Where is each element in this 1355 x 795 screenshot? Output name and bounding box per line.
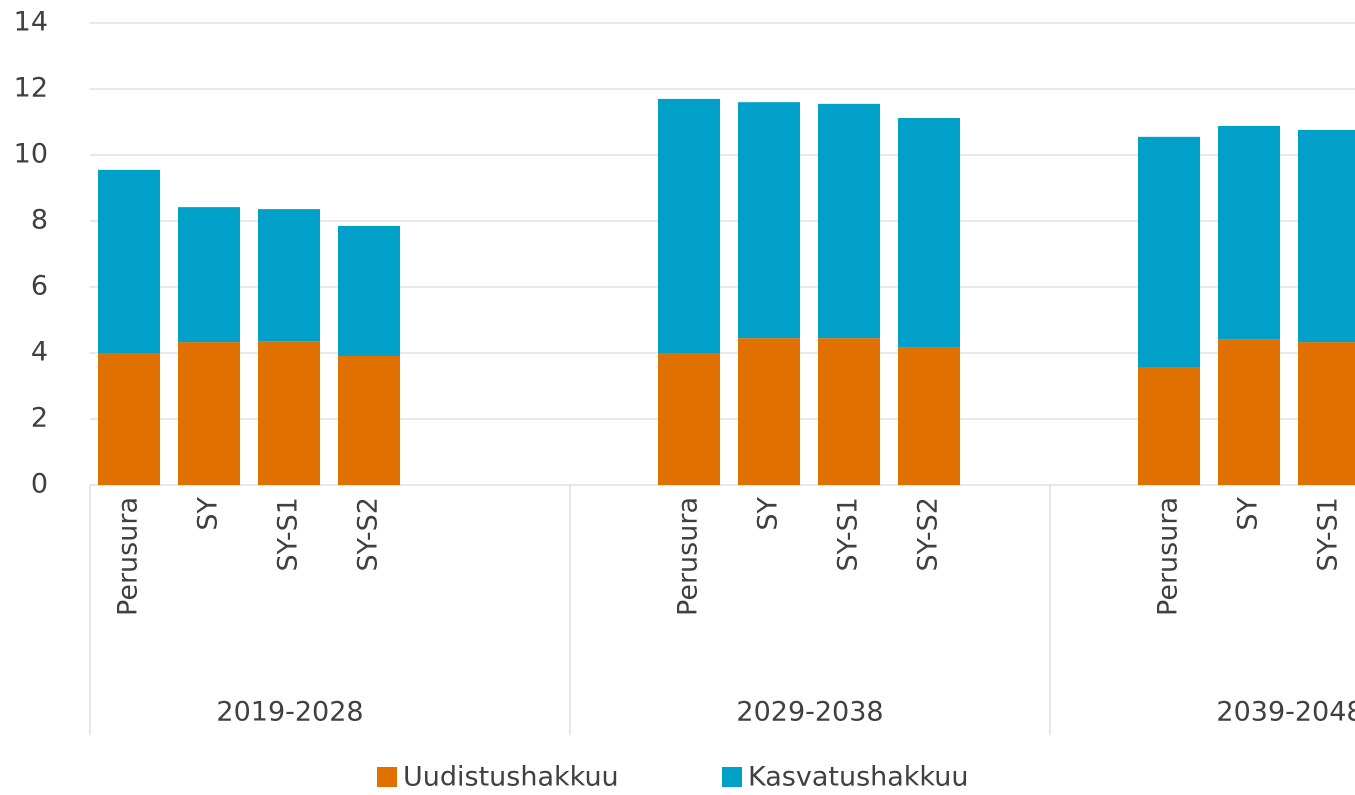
bar-segment bbox=[98, 353, 160, 485]
y-tick-label: 6 bbox=[31, 271, 48, 302]
bar-segment bbox=[898, 118, 960, 348]
legend-label: Uudistushakkuu bbox=[403, 762, 619, 793]
bar-segment bbox=[658, 353, 720, 485]
group-label: 2019-2028 bbox=[216, 697, 363, 728]
bar-segment bbox=[258, 209, 320, 342]
bar-segment bbox=[258, 341, 320, 485]
bar-segment bbox=[1218, 339, 1280, 485]
bar-segment bbox=[178, 207, 240, 343]
bar-segment bbox=[98, 169, 160, 353]
bar-segment bbox=[818, 103, 880, 339]
bar-segment bbox=[658, 98, 720, 354]
bar-segment bbox=[1298, 129, 1355, 343]
x-tick-label: SY-S1 bbox=[833, 497, 864, 572]
x-tick-label: SY-S1 bbox=[1313, 497, 1344, 572]
x-tick-label: SY bbox=[1233, 497, 1264, 531]
legend-swatch bbox=[722, 767, 742, 787]
bar-segment bbox=[1298, 342, 1355, 485]
bar-segment bbox=[338, 355, 400, 485]
x-tick-label: SY-S1 bbox=[273, 497, 304, 572]
bar-segment bbox=[338, 225, 400, 356]
y-tick-label: 4 bbox=[31, 337, 48, 368]
group-label: 2039-2048 bbox=[1216, 697, 1355, 728]
y-tick-label: 8 bbox=[31, 205, 48, 236]
x-tick-label: SY bbox=[193, 497, 224, 531]
x-tick-label: Perusura bbox=[1153, 497, 1184, 616]
bar-segment bbox=[898, 347, 960, 485]
bar-segment bbox=[1138, 367, 1200, 485]
legend-swatch bbox=[377, 767, 397, 787]
group-label: 2029-2038 bbox=[736, 697, 883, 728]
y-tick-label: 0 bbox=[31, 469, 48, 500]
legend-label: Kasvatushakkuu bbox=[748, 762, 968, 793]
x-tick-label: SY bbox=[753, 497, 784, 531]
bar-segment bbox=[178, 342, 240, 485]
bar-segment bbox=[818, 338, 880, 485]
x-tick-label: SY-S2 bbox=[353, 497, 384, 572]
y-tick-label: 12 bbox=[14, 73, 48, 104]
y-tick-label: 10 bbox=[14, 139, 48, 170]
y-tick-label: 2 bbox=[31, 403, 48, 434]
bar-segment bbox=[1218, 125, 1280, 340]
bar-segment bbox=[1138, 136, 1200, 368]
bar-segment bbox=[738, 102, 800, 339]
bar-segment bbox=[738, 338, 800, 485]
x-tick-label: Perusura bbox=[673, 497, 704, 616]
x-tick-label: Perusura bbox=[113, 497, 144, 616]
x-tick-label: SY-S2 bbox=[913, 497, 944, 572]
y-tick-label: 14 bbox=[14, 7, 48, 38]
